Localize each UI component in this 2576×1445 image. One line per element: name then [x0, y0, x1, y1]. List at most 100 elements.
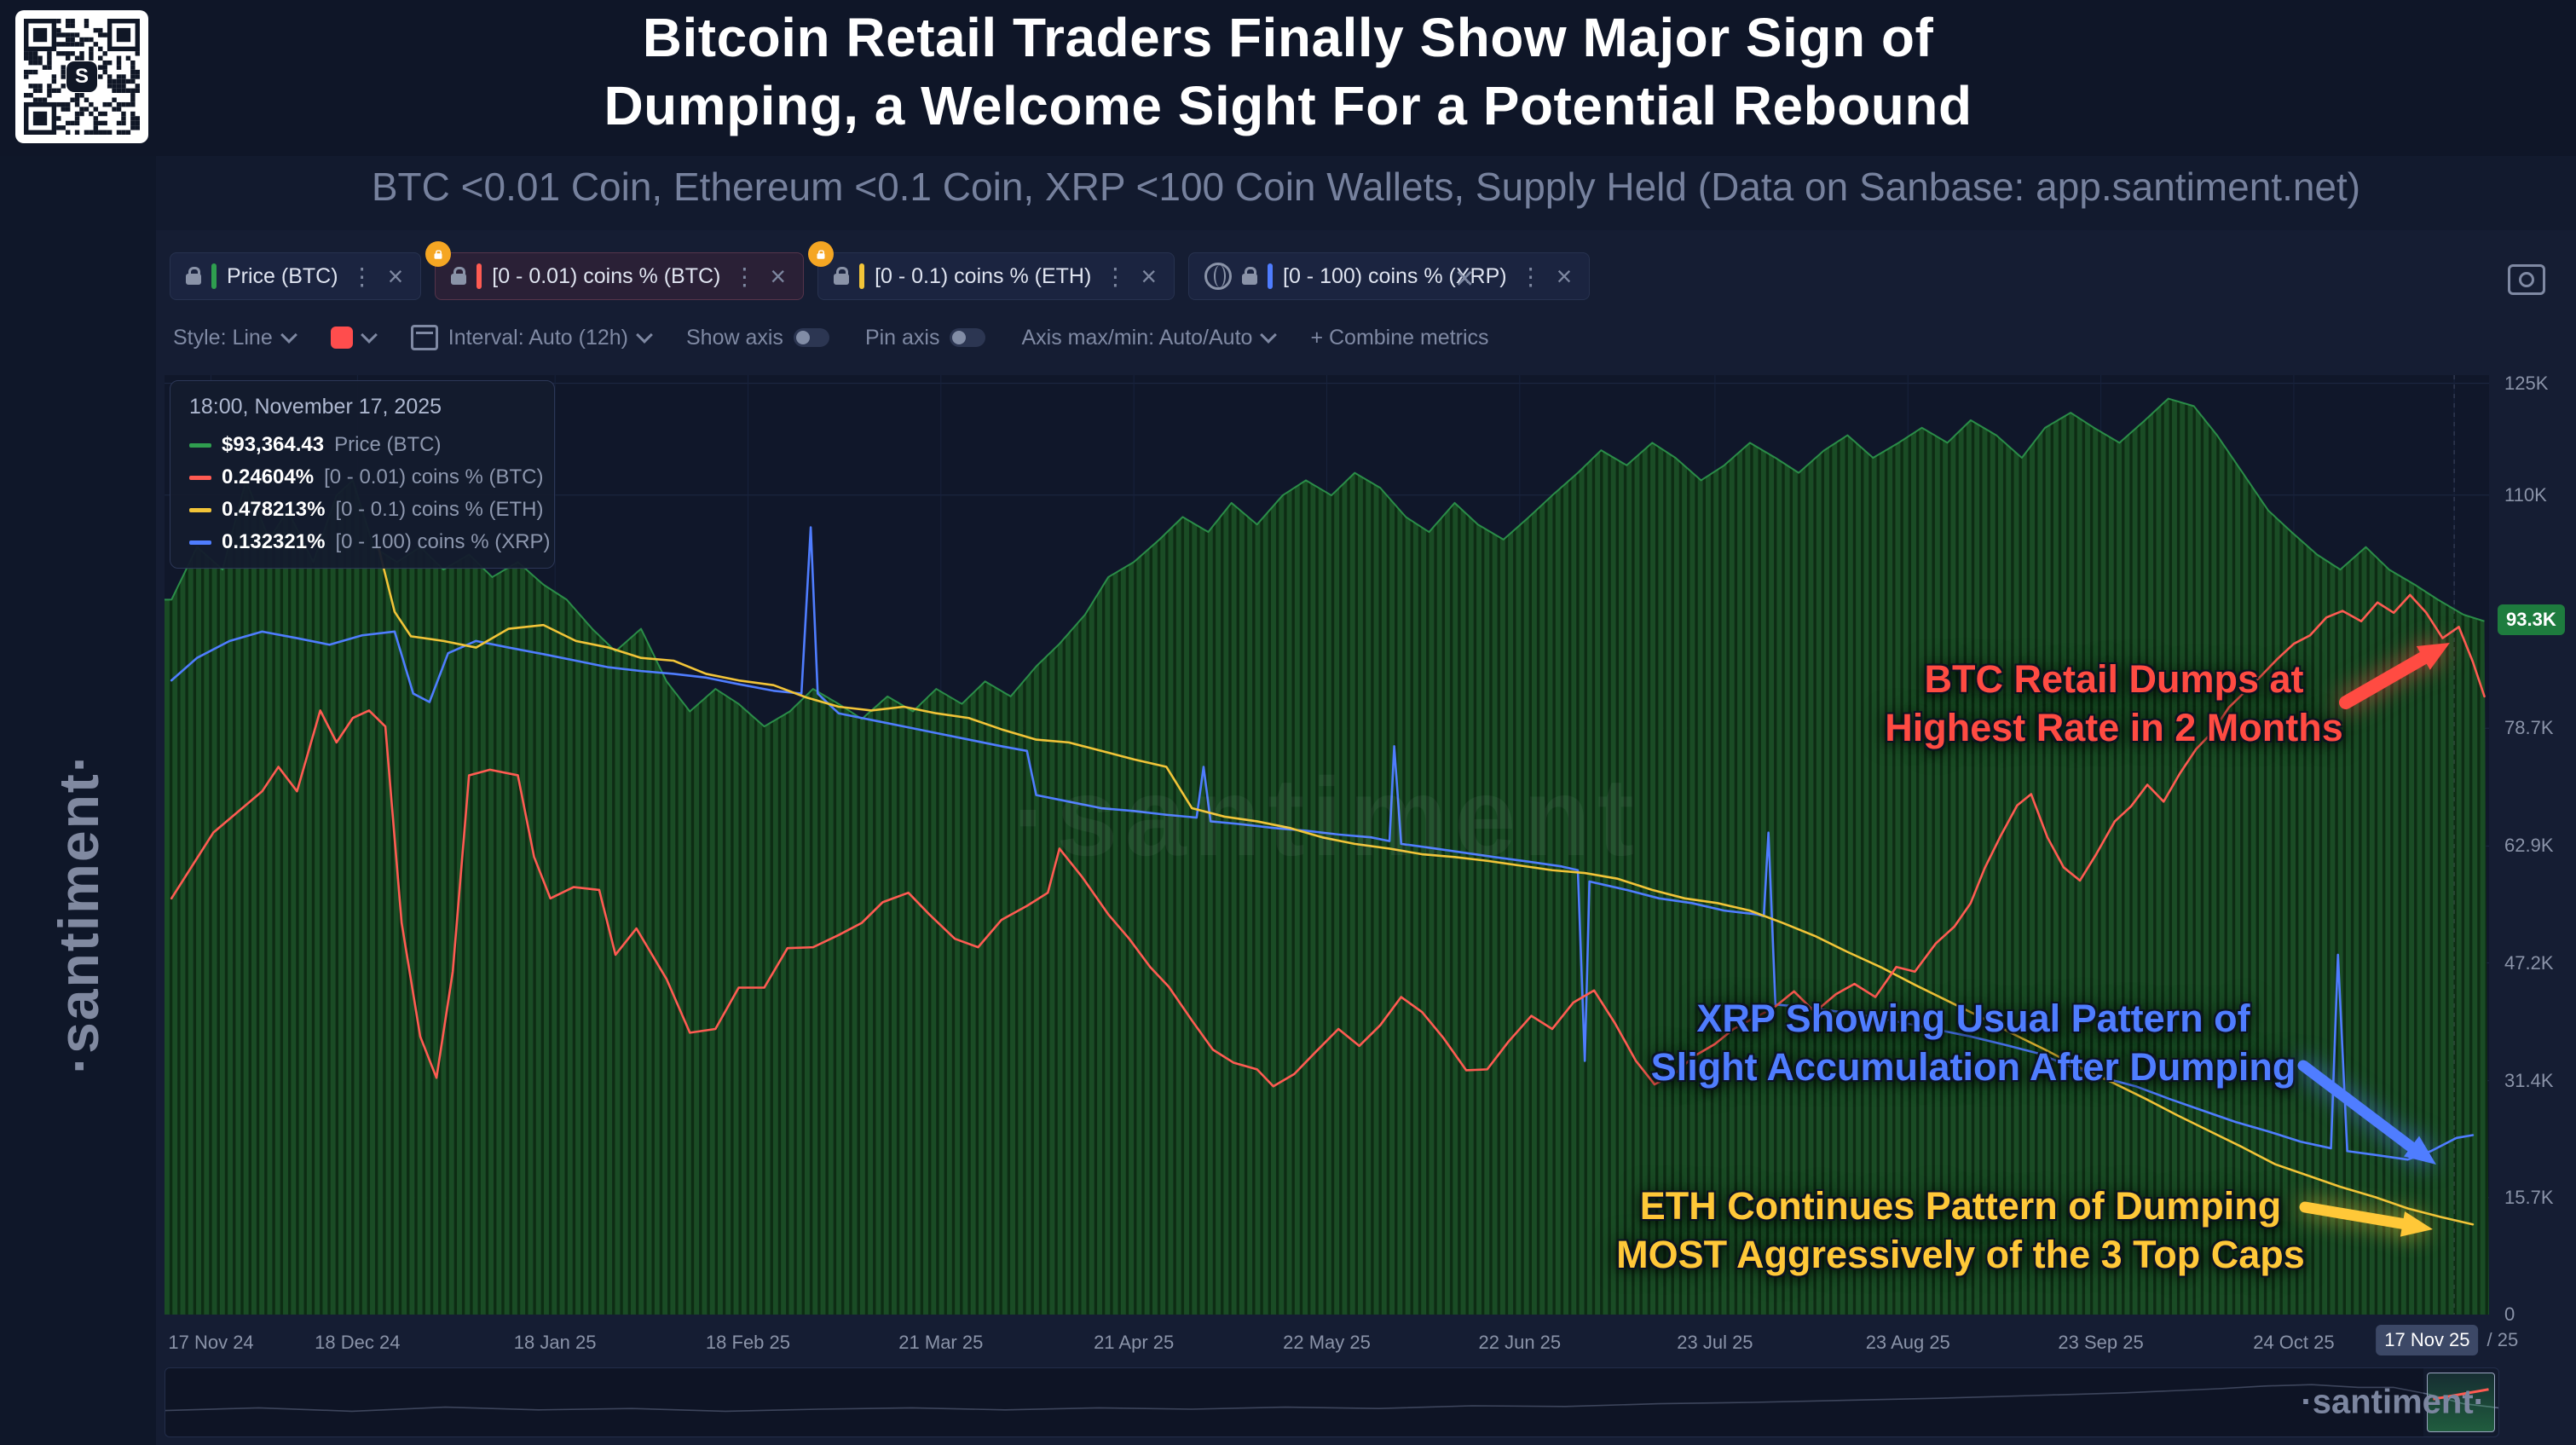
page-title: Bitcoin Retail Traders Finally Show Majo…	[604, 3, 1972, 140]
x-axis: 17 Nov 24 18 Dec 24 18 Jan 25 18 Feb 25 21 M…	[165, 1325, 2518, 1361]
tooltip-value: 0.478213%	[222, 498, 326, 521]
combine-metrics-label: + Combine metrics	[1310, 325, 1489, 350]
qr-code-image	[24, 19, 140, 135]
shared-icon	[1204, 263, 1232, 290]
page-title-line2: Dumping, a Welcome Sight For a Potential…	[604, 75, 1972, 136]
metric-tab[interactable]: [0 - 0.01) coins % (BTC) ⋮ ×	[425, 241, 805, 300]
tooltip-value: 0.24604%	[222, 465, 315, 488]
sidebar-brand: ·santiment·	[46, 752, 110, 1074]
screenshot-icon[interactable]	[2508, 264, 2545, 295]
metric-tabs-row: Price (BTC) ⋮ × [0 - 0.01) coins % (BTC) ⋮ ×[…	[170, 241, 1591, 300]
pin-axis-label: Pin axis	[864, 325, 940, 350]
x-axis-tick: 21 Apr 25	[1094, 1332, 1175, 1353]
y-axis-tick: 31.4K	[2504, 1069, 2554, 1091]
x-axis-tick: 18 Jan 25	[513, 1332, 597, 1353]
pin-axis-toggle[interactable]	[950, 328, 986, 347]
tooltip-rows: $93,364.43 Price (BTC) 0.24604% [0 - 0.01) …	[189, 433, 551, 554]
x-axis-tick: 17 Nov 24	[168, 1332, 254, 1353]
timeline-scrubber[interactable]: ·santiment·	[165, 1367, 2499, 1437]
qr-code: S	[15, 10, 148, 143]
tooltip-row: 0.24604% [0 - 0.01) coins % (BTC)	[189, 465, 544, 489]
tab-close-icon[interactable]: ×	[1556, 261, 1573, 292]
tab-menu-icon[interactable]: ⋮	[1518, 263, 1543, 290]
y-axis-tick: 62.9K	[2504, 835, 2554, 857]
interval-label: Interval: Auto (12h)	[448, 325, 628, 350]
x-axis-current-date: 17 Nov 25	[2376, 1325, 2479, 1355]
interval-selector[interactable]: Interval: Auto (12h)	[410, 325, 653, 350]
footer-brand: ·santiment·	[2301, 1383, 2485, 1421]
x-axis-tick: 23 Sep 25	[2058, 1332, 2144, 1353]
style-selector[interactable]: Style: Line	[173, 325, 297, 350]
series-color-dash	[189, 540, 211, 545]
page-title-line1: Bitcoin Retail Traders Finally Show Majo…	[642, 7, 1934, 68]
style-label: Style: Line	[173, 325, 273, 350]
x-axis-current: 17 Nov 25 / 25	[2376, 1325, 2518, 1355]
color-selector[interactable]	[330, 327, 378, 349]
chevron-down-icon	[636, 327, 653, 344]
tooltip-row: 0.132321% [0 - 100) coins % (XRP)	[189, 530, 551, 554]
axis-maxmin-selector[interactable]: Axis max/min: Auto/Auto	[1021, 325, 1278, 350]
tooltip-value: $93,364.43	[222, 433, 325, 456]
lock-icon	[817, 249, 825, 259]
y-axis-tick: 78.7K	[2504, 717, 2554, 739]
tooltip-label: [0 - 0.01) coins % (BTC)	[324, 465, 544, 488]
lock-icon	[186, 267, 201, 285]
combine-metrics-button[interactable]: + Combine metrics	[1310, 326, 1488, 350]
metric-tab[interactable]: [0 - 100) coins % (XRP) ⋮ ×	[1188, 252, 1591, 300]
pin-axis-control: Pin axis	[865, 326, 986, 350]
chevron-down-icon	[280, 327, 297, 344]
tab-menu-icon[interactable]: ⋮	[1103, 263, 1128, 290]
tooltip-label: [0 - 100) coins % (XRP)	[335, 530, 551, 553]
scrubber-minimap	[165, 1368, 2498, 1436]
calendar-icon	[410, 325, 438, 350]
sidebar: ·santiment·	[0, 156, 156, 1445]
close-icon[interactable]: ×	[1455, 261, 1475, 297]
chevron-down-icon	[360, 327, 378, 344]
x-axis-tick: 24 Oct 25	[2253, 1332, 2335, 1353]
series-color-dash	[189, 475, 211, 480]
lock-icon	[834, 267, 850, 285]
axis-maxmin-label: Axis max/min: Auto/Auto	[1021, 325, 1253, 350]
santiment-logo-icon: S	[66, 61, 97, 92]
y-axis-tick: 125K	[2504, 372, 2549, 394]
series-color-dash	[189, 442, 211, 448]
metric-tab-label: [0 - 100) coins % (XRP)	[1283, 263, 1507, 288]
scrubber-selection[interactable]	[2427, 1373, 2495, 1432]
tab-close-icon[interactable]: ×	[770, 261, 787, 292]
lock-icon	[451, 267, 467, 285]
metric-tab[interactable]: Price (BTC) ⋮ ×	[170, 252, 422, 300]
tab-close-icon[interactable]: ×	[387, 261, 404, 292]
tooltip-value: 0.132321%	[222, 530, 326, 553]
lock-icon	[1242, 267, 1257, 285]
tooltip-label: Price (BTC)	[334, 433, 442, 456]
x-axis-tick: 18 Feb 25	[705, 1332, 791, 1353]
metric-tab-label: [0 - 0.1) coins % (ETH)	[875, 263, 1092, 288]
current-price-badge: 93.3K	[2498, 604, 2565, 635]
tooltip-label: [0 - 0.1) coins % (ETH)	[335, 498, 544, 521]
tab-menu-icon[interactable]: ⋮	[349, 263, 374, 290]
tab-menu-icon[interactable]: ⋮	[732, 263, 757, 290]
x-axis-tick: 23 Aug 25	[1865, 1332, 1950, 1353]
metric-color-bar	[211, 263, 217, 289]
metric-tab[interactable]: [0 - 0.1) coins % (ETH) ⋮ ×	[808, 241, 1175, 300]
metric-color-bar	[477, 263, 482, 289]
chart-plot[interactable]: ·santiment 18:00, November 17, 2025 $93,…	[165, 375, 2489, 1315]
metric-color-bar	[859, 263, 865, 289]
y-axis-tick: 47.2K	[2504, 951, 2554, 974]
y-axis-tick: 0	[2504, 1303, 2515, 1325]
show-axis-control: Show axis	[686, 326, 829, 350]
metric-tab-label: [0 - 0.01) coins % (BTC)	[492, 263, 721, 288]
x-axis-tick: 22 Jun 25	[1478, 1332, 1562, 1353]
header: S Bitcoin Retail Traders Finally Show Ma…	[0, 0, 2576, 156]
y-axis-tick: 110K	[2504, 483, 2547, 506]
style-color-swatch[interactable]	[330, 327, 353, 349]
x-axis-tick: 22 May 25	[1283, 1332, 1371, 1353]
series-color-dash	[189, 507, 211, 512]
tab-close-icon[interactable]: ×	[1141, 261, 1157, 292]
premium-lock-badge	[808, 241, 835, 267]
show-axis-toggle[interactable]	[793, 328, 829, 347]
metric-tab-label: Price (BTC)	[227, 263, 338, 288]
y-axis: 125K 110K 78.7K 62.9K 47.2K 31.4K 15.7K 0 93.3K	[2496, 372, 2576, 1325]
chart-tooltip: 18:00, November 17, 2025 $93,364.43 Price…	[170, 380, 555, 569]
